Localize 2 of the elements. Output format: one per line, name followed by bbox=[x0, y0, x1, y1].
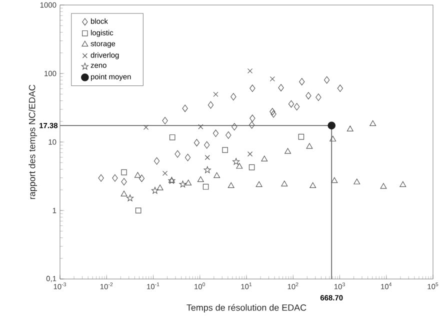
x-axis-title: Temps de résolution de EDAC bbox=[186, 304, 306, 313]
y-axis-title: rapport des temps NC/EDAC bbox=[28, 84, 37, 199]
